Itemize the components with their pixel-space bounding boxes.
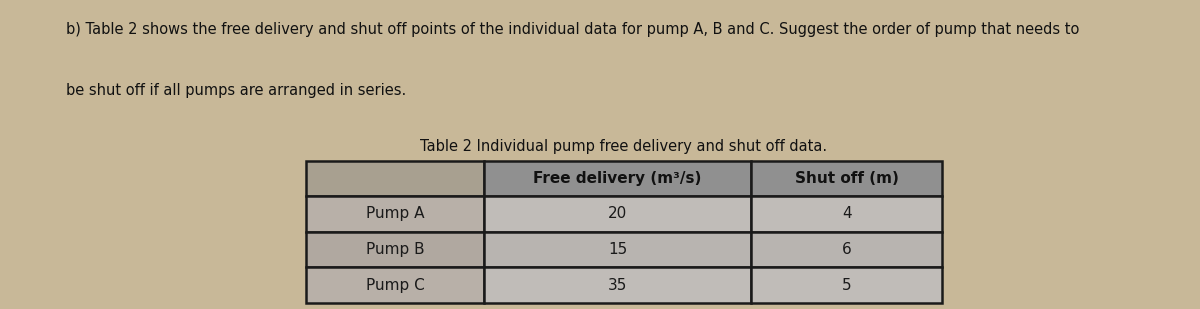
Text: 4: 4	[841, 206, 852, 222]
Bar	[306, 161, 484, 196]
Text: 5: 5	[841, 277, 852, 293]
Bar	[484, 232, 751, 267]
Bar	[484, 196, 751, 232]
Bar	[306, 232, 484, 267]
Bar	[751, 161, 942, 196]
Text: be shut off if all pumps are arranged in series.: be shut off if all pumps are arranged in…	[66, 83, 407, 99]
Bar	[484, 161, 751, 196]
Text: Pump C: Pump C	[366, 277, 425, 293]
Text: Shut off (m): Shut off (m)	[794, 171, 899, 186]
Bar	[306, 196, 484, 232]
Text: 20: 20	[608, 206, 628, 222]
Text: b) Table 2 shows the free delivery and shut off points of the individual data fo: b) Table 2 shows the free delivery and s…	[66, 22, 1079, 37]
Bar	[751, 232, 942, 267]
Text: 15: 15	[608, 242, 628, 257]
Text: 6: 6	[841, 242, 852, 257]
Bar	[751, 267, 942, 303]
Bar	[306, 267, 484, 303]
Text: Table 2 Individual pump free delivery and shut off data.: Table 2 Individual pump free delivery an…	[420, 139, 828, 154]
Bar	[484, 267, 751, 303]
Text: 35: 35	[608, 277, 628, 293]
Text: Free delivery (m³/s): Free delivery (m³/s)	[534, 171, 702, 186]
Bar	[751, 196, 942, 232]
Text: Pump B: Pump B	[366, 242, 425, 257]
Text: Pump A: Pump A	[366, 206, 425, 222]
